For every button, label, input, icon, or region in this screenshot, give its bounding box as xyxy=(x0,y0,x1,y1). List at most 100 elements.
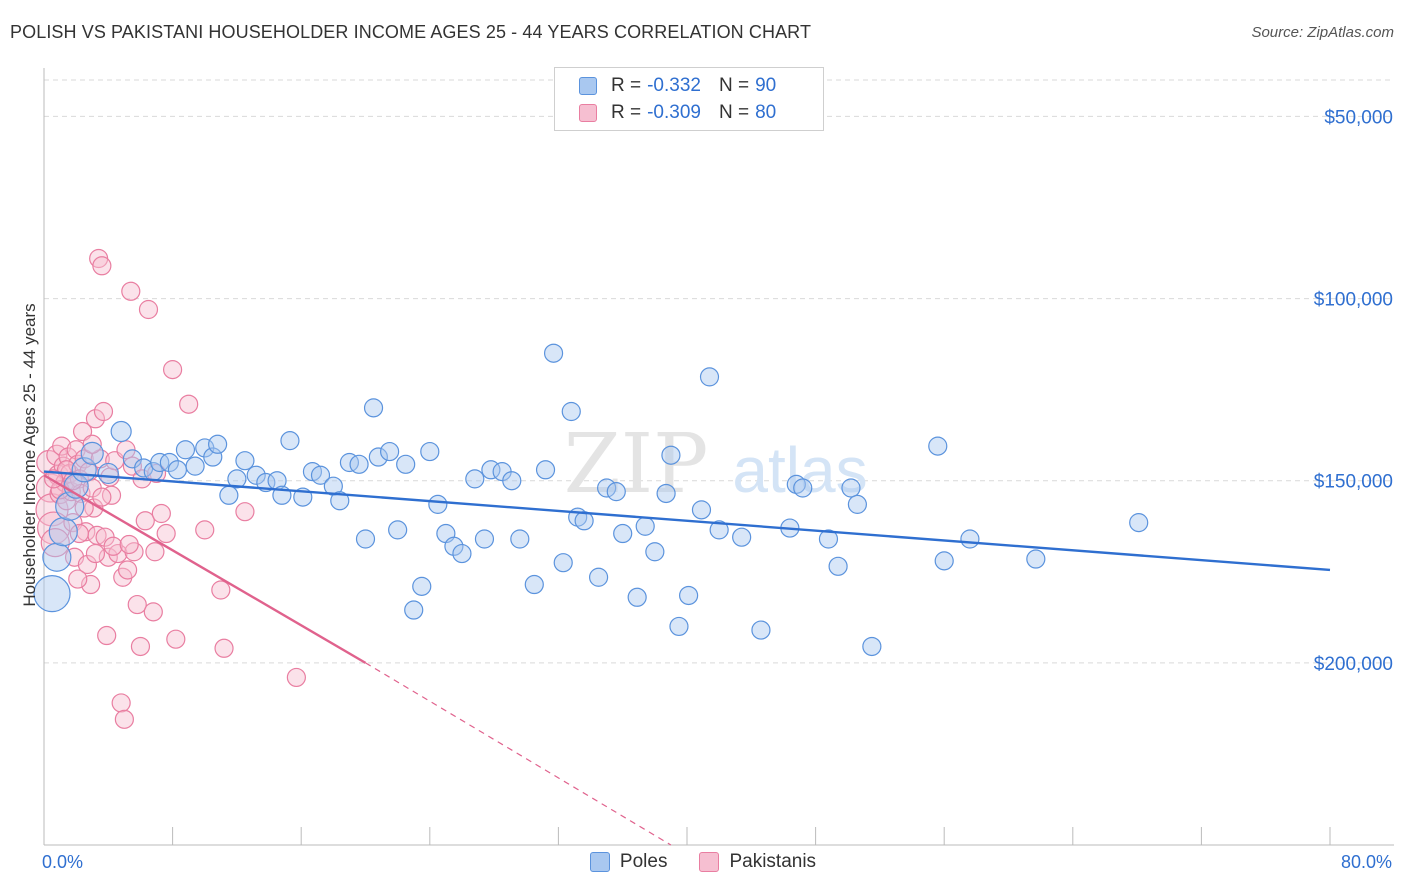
legend-label-pakistanis: Pakistanis xyxy=(729,851,817,872)
poles-point xyxy=(841,478,861,498)
poles-point xyxy=(420,441,440,462)
poles-point xyxy=(330,491,350,511)
poles-point xyxy=(396,454,416,474)
poles-point xyxy=(535,460,556,480)
legend-item-pakistanis[interactable]: Pakistanis xyxy=(699,851,816,873)
poles-swatch xyxy=(589,852,610,872)
poles-point xyxy=(55,491,85,521)
pakistanis-trend-line xyxy=(43,474,367,664)
pakistanis-point xyxy=(103,536,123,556)
pakistanis-point xyxy=(72,421,93,442)
n-label: N = xyxy=(718,102,750,123)
poles-point xyxy=(786,474,806,494)
y-tick-label: $200,000 xyxy=(1314,654,1393,675)
pakistanis-point xyxy=(98,547,118,567)
poles-point xyxy=(404,600,424,620)
poles-point xyxy=(543,343,564,363)
poles-point xyxy=(502,471,522,491)
pakistanis-point xyxy=(114,709,134,729)
pakistanis-point xyxy=(69,523,89,544)
poles-point xyxy=(847,494,867,514)
legend-item-poles[interactable]: Poles xyxy=(589,851,668,873)
poles-point xyxy=(355,529,376,549)
poles-point xyxy=(97,462,119,485)
poles-point xyxy=(627,587,647,607)
poles-point xyxy=(235,451,255,471)
poles-point xyxy=(597,478,617,498)
poles-point xyxy=(679,585,699,606)
poles-point xyxy=(928,436,948,456)
pakistanis-point xyxy=(82,434,102,454)
poles-point xyxy=(862,636,882,657)
y-axis-label: Householder Income Ages 25 - 44 years xyxy=(20,303,39,607)
pakistanis-point xyxy=(214,638,234,658)
r-value: -0.309 xyxy=(647,102,701,123)
x-axis-min-label: 0.0% xyxy=(42,852,84,872)
pakistanis-point xyxy=(117,560,138,580)
poles-point xyxy=(203,447,223,467)
poles-point xyxy=(669,616,689,637)
r-label: R = xyxy=(611,102,642,123)
legend-row-poles: R = -0.332 N = 90 xyxy=(579,74,776,98)
poles-point xyxy=(428,494,448,514)
poles-point xyxy=(613,523,633,544)
pakistanis-point xyxy=(179,394,199,414)
pakistanis-point xyxy=(85,543,106,564)
y-tick-label: $50,000 xyxy=(1324,107,1393,128)
watermark: ZIP xyxy=(564,417,709,512)
legend-label-poles: Poles xyxy=(619,851,668,872)
poles-point xyxy=(185,456,205,476)
pakistanis-point xyxy=(85,409,106,429)
pakistanis-trend-extension xyxy=(365,662,672,846)
poles-swatch xyxy=(579,77,597,95)
y-tick-label: $100,000 xyxy=(1314,290,1393,311)
poles-point xyxy=(656,483,676,504)
legend-row-pakistanis: R = -0.309 N = 80 xyxy=(579,101,776,125)
poles-point xyxy=(339,452,360,473)
poles-point xyxy=(167,460,188,480)
poles-point xyxy=(246,465,266,485)
poles-point xyxy=(960,529,980,549)
pakistanis-point xyxy=(143,602,163,622)
poles-point xyxy=(380,441,400,462)
pakistanis-point xyxy=(163,360,183,380)
n-value: 80 xyxy=(755,102,777,123)
pakistanis-point xyxy=(93,401,114,422)
pakistanis-swatch xyxy=(699,852,720,872)
pakistanis-point xyxy=(68,569,88,589)
n-label: N = xyxy=(718,75,750,96)
poles-point xyxy=(368,447,388,467)
pakistanis-point xyxy=(97,625,117,646)
poles-point xyxy=(934,551,954,571)
poles-point xyxy=(709,520,729,540)
poles-point xyxy=(33,575,71,613)
poles-point xyxy=(588,567,609,587)
series-legend: Poles Pakistanis xyxy=(0,851,1406,873)
poles-point xyxy=(150,452,170,473)
poles-point xyxy=(349,454,369,474)
pakistanis-point xyxy=(92,256,112,276)
poles-point xyxy=(452,543,472,564)
poles-point xyxy=(1026,549,1046,569)
pakistanis-point xyxy=(130,636,151,657)
poles-point xyxy=(219,485,239,505)
poles-point xyxy=(635,516,655,536)
r-value: -0.332 xyxy=(647,75,701,96)
poles-point xyxy=(363,398,384,418)
poles-point xyxy=(828,556,848,576)
pakistanis-point xyxy=(121,281,141,301)
poles-trend-line xyxy=(43,470,1331,572)
y-tick-label: $150,000 xyxy=(1314,472,1393,493)
poles-point xyxy=(159,452,179,473)
pakistanis-point xyxy=(111,693,131,713)
poles-point xyxy=(732,527,752,547)
poles-point xyxy=(699,367,720,387)
poles-point xyxy=(606,482,626,502)
pakistanis-point xyxy=(286,667,306,688)
pakistanis-point xyxy=(151,503,171,524)
chart-title: POLISH VS PAKISTANI HOUSEHOLDER INCOME A… xyxy=(10,22,812,42)
poles-point xyxy=(208,434,228,454)
poles-point xyxy=(80,441,104,465)
pakistanis-point xyxy=(92,487,112,507)
